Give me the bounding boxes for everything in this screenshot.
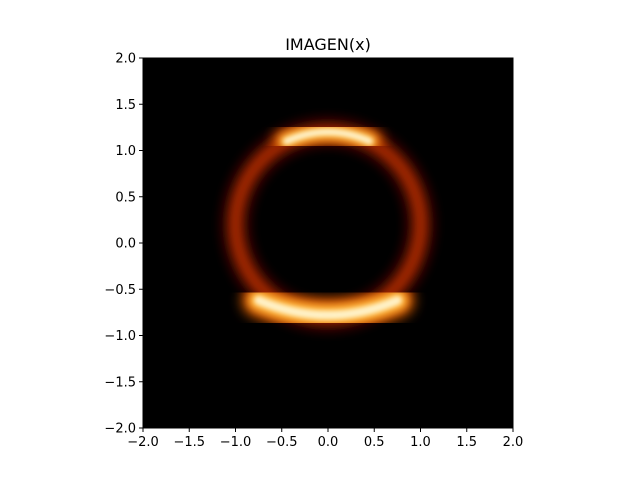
y-tick-label: −2.0 — [104, 422, 136, 437]
y-tick-label: 1.0 — [115, 144, 136, 159]
y-tick-label: 0.0 — [115, 237, 136, 252]
bottom-arc-core — [254, 295, 402, 320]
x-tick-label: −1.5 — [173, 435, 205, 450]
y-tick-label: 0.5 — [115, 190, 136, 205]
y-tick-label: −0.5 — [104, 283, 136, 298]
chart-title: IMAGEN(x) — [285, 35, 371, 54]
x-tick-label: −0.5 — [266, 435, 298, 450]
y-tick-label: 1.5 — [115, 98, 136, 113]
y-tick-label: −1.5 — [104, 375, 136, 390]
y-tick-label: −1.0 — [104, 329, 136, 344]
top-arc-core — [283, 129, 373, 145]
y-tick-label: 2.0 — [115, 52, 136, 67]
x-tick-label: 1.5 — [456, 435, 477, 450]
x-tick-label: 0.0 — [318, 435, 339, 450]
y-axis: −2.0 −1.5 −1.0 −0.5 0.0 0.5 1.0 1.5 2.0 — [104, 52, 143, 437]
x-tick-label: −1.0 — [220, 435, 252, 450]
x-tick-label: 0.5 — [364, 435, 385, 450]
x-tick-label: −2.0 — [127, 435, 159, 450]
x-tick-label: 2.0 — [503, 435, 524, 450]
heatmap-image — [222, 119, 434, 333]
heatmap-background — [143, 58, 513, 428]
x-axis: −2.0 −1.5 −1.0 −0.5 0.0 0.5 1.0 1.5 2.0 — [127, 428, 523, 450]
plot-area — [142, 57, 514, 429]
x-tick-label: 1.0 — [410, 435, 431, 450]
